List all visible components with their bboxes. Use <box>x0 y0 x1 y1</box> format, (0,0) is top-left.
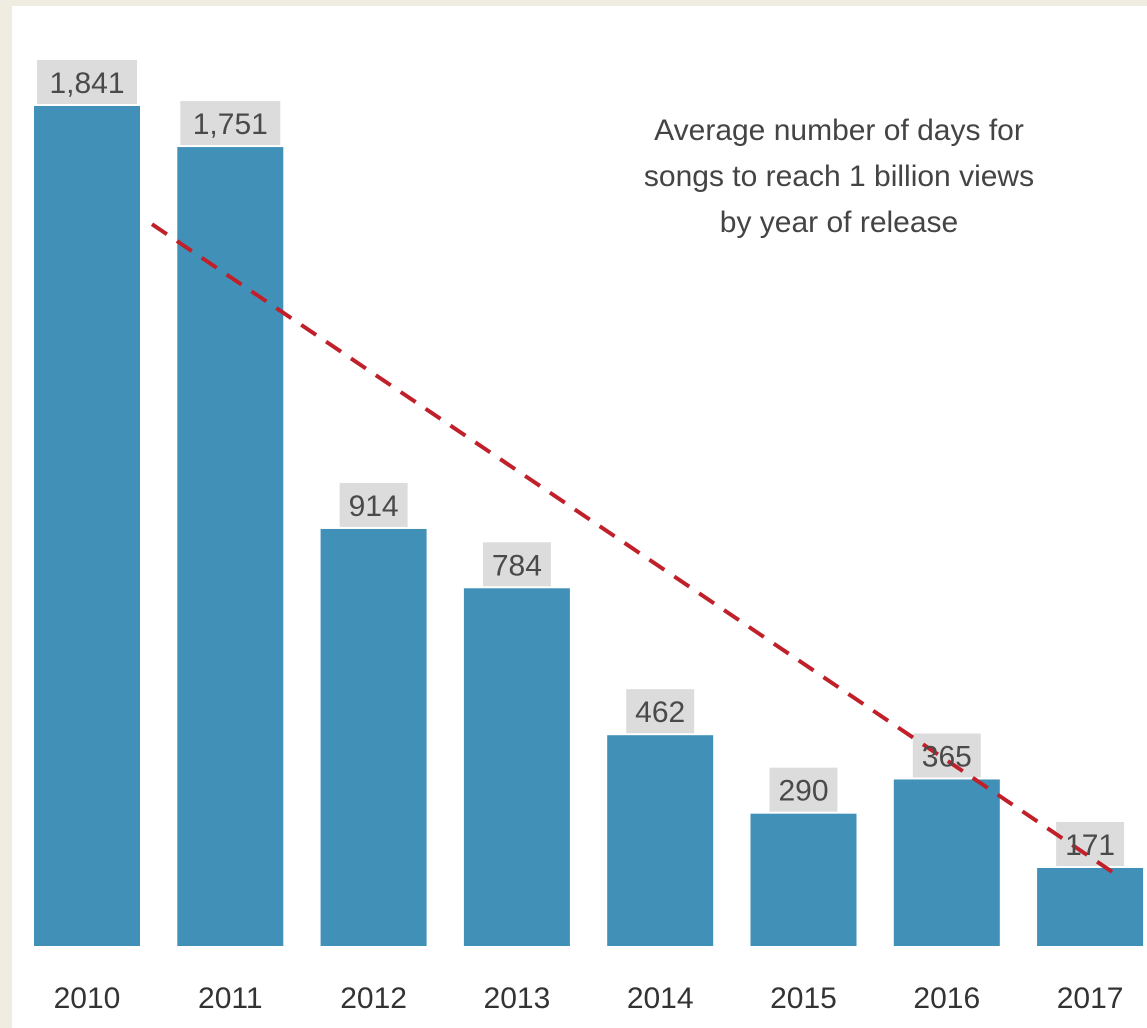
x-tick-label-2014: 2014 <box>627 982 694 1015</box>
value-label-box-group <box>37 60 1125 866</box>
chart-title-line-2: songs to reach 1 billion views <box>644 160 1034 193</box>
value-label-2015: 290 <box>778 775 828 808</box>
x-tick-label-2017: 2017 <box>1057 982 1124 1015</box>
x-tick-label-group: 2010 2011 2012 2013 2014 2015 2016 2017 <box>54 982 1124 1015</box>
value-label-2011: 1,751 <box>193 108 268 141</box>
value-label-box-2012 <box>339 482 408 527</box>
x-tick-label-2016: 2016 <box>913 982 980 1015</box>
value-label-box-2013 <box>482 542 551 587</box>
bar-2016 <box>893 779 1000 946</box>
x-tick-label-2015: 2015 <box>770 982 837 1015</box>
value-label-2010: 1,841 <box>49 67 124 100</box>
bar-2017 <box>1037 867 1144 946</box>
bar-2013 <box>463 588 570 946</box>
chart-title-line-1: Average number of days for <box>654 114 1024 147</box>
value-label-2013: 784 <box>492 549 542 582</box>
trend-line <box>150 222 1117 876</box>
value-label-box-2016 <box>912 733 981 778</box>
chart-title-line-3: by year of release <box>720 206 958 239</box>
x-tick-label-2010: 2010 <box>54 982 121 1015</box>
bar-2015 <box>750 813 857 946</box>
value-label-box-2011 <box>180 101 281 146</box>
x-tick-label-2013: 2013 <box>484 982 551 1015</box>
bar-2010 <box>34 106 140 946</box>
value-label-box-2014 <box>626 689 695 734</box>
bar-group <box>34 106 1144 946</box>
bar-2012 <box>320 528 427 946</box>
x-tick-label-2011: 2011 <box>198 982 263 1015</box>
value-label-2012: 914 <box>349 490 399 523</box>
value-label-box-2010 <box>37 60 137 104</box>
bar-2014 <box>607 735 714 946</box>
value-label-group: 1,841 1,751 914 784 462 290 365 171 <box>49 67 1115 862</box>
chart-title: Average number of days for songs to reac… <box>644 114 1034 239</box>
x-tick-label-2012: 2012 <box>340 982 407 1015</box>
value-label-2016: 365 <box>922 740 972 773</box>
value-label-box-2017 <box>1056 821 1125 866</box>
value-label-box-2015 <box>769 767 838 812</box>
bar-2011 <box>177 147 284 946</box>
value-label-2017: 171 <box>1065 829 1115 862</box>
value-label-2014: 462 <box>635 696 685 729</box>
